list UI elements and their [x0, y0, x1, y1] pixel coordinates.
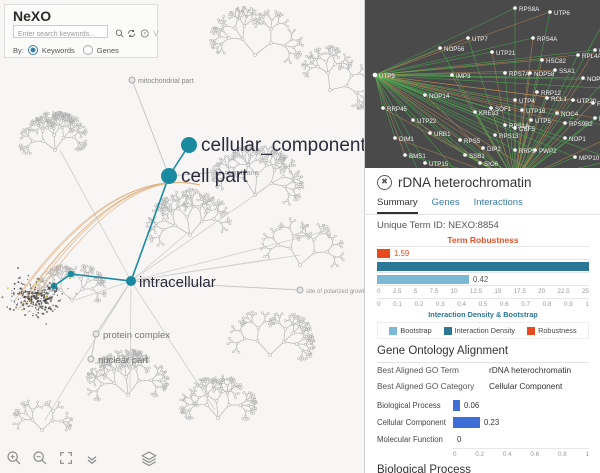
svg-text:UTP4: UTP4 [519, 98, 535, 105]
svg-text:NOP4: NOP4 [587, 76, 600, 83]
svg-text:UTP20: UTP20 [577, 98, 597, 105]
svg-text:UTP5: UTP5 [535, 118, 551, 125]
svg-text:NOC4: NOC4 [561, 111, 579, 118]
svg-text:UTP9: UTP9 [379, 73, 395, 80]
svg-text:intracellular: intracellular [139, 274, 216, 291]
svg-text:?: ? [143, 31, 146, 36]
svg-text:NOP56: NOP56 [444, 46, 465, 53]
svg-text:NOP1: NOP1 [569, 136, 586, 143]
svg-text:RRP45: RRP45 [387, 106, 408, 113]
svg-text:UTP18: UTP18 [526, 108, 546, 115]
svg-text:UTP15: UTP15 [429, 161, 449, 168]
svg-text:MPP10: MPP10 [579, 155, 600, 162]
svg-text:IMP3: IMP3 [456, 73, 471, 80]
svg-text:RPS7A: RPS7A [509, 71, 530, 78]
svg-text:RPS8A: RPS8A [519, 6, 540, 13]
svg-text:SSB1: SSB1 [469, 153, 485, 160]
svg-text:UTP21: UTP21 [496, 50, 516, 57]
svg-text:RPS5: RPS5 [464, 138, 481, 145]
svg-text:URB1: URB1 [434, 131, 451, 138]
svg-text:HSC82: HSC82 [546, 58, 567, 65]
svg-text:RRP9: RRP9 [519, 148, 536, 155]
svg-text:mitochondrial part: mitochondrial part [138, 78, 194, 85]
svg-text:RPS4A: RPS4A [537, 36, 558, 43]
svg-text:RPS9B2: RPS9B2 [569, 121, 593, 128]
svg-text:site of polarized growth: site of polarized growth [306, 289, 364, 295]
svg-text:protein complex: protein complex [103, 330, 170, 341]
svg-text:RPL4A: RPL4A [582, 53, 600, 60]
svg-text:DIP2: DIP2 [487, 146, 501, 153]
svg-text:NOP14: NOP14 [429, 93, 450, 100]
svg-text:BMS1: BMS1 [409, 153, 426, 160]
svg-text:nuclear part: nuclear part [98, 355, 149, 366]
svg-text:PWP2: PWP2 [539, 148, 557, 155]
svg-text:CBF5: CBF5 [519, 126, 535, 133]
svg-text:SSA1: SSA1 [559, 68, 575, 75]
svg-text:UTP7: UTP7 [472, 36, 488, 43]
svg-text:RPS13: RPS13 [499, 133, 519, 140]
svg-text:UTP6: UTP6 [554, 10, 570, 17]
svg-text:DIM1: DIM1 [399, 136, 414, 143]
svg-text:RCL1: RCL1 [551, 96, 567, 103]
svg-text:SOF1: SOF1 [495, 106, 512, 113]
svg-text:UTP22: UTP22 [417, 118, 437, 125]
svg-text:SIO6: SIO6 [484, 161, 499, 168]
svg-text:cell part: cell part [181, 166, 248, 187]
svg-text:cellular_component: cellular_component [201, 135, 364, 156]
svg-text:NOP58: NOP58 [534, 71, 555, 78]
